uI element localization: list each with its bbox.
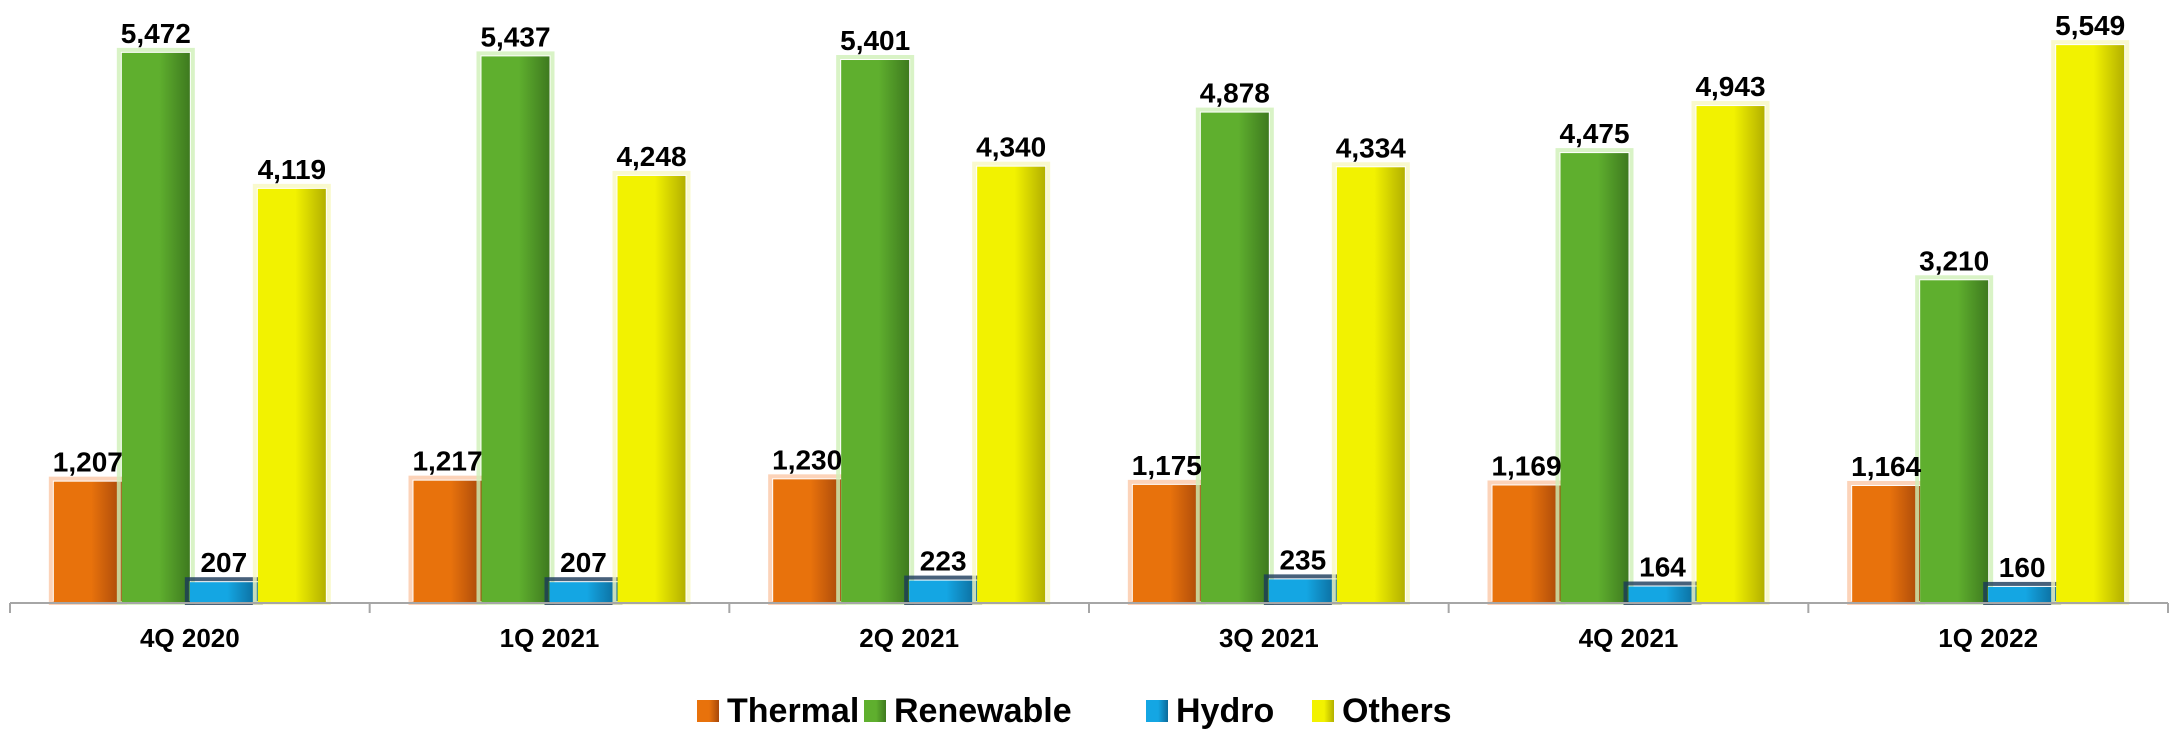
bar-renewable-1 (481, 56, 550, 603)
bar-hydro-2 (909, 580, 978, 603)
bar-hydro-5 (1988, 586, 2057, 603)
data-label-renewable-4: 4,475 (1559, 118, 1629, 149)
data-label-hydro-0: 207 (200, 547, 247, 578)
data-label-renewable-3: 4,878 (1200, 78, 1270, 109)
bar-hydro-3 (1268, 579, 1337, 603)
x-axis-ticks (9, 603, 2169, 613)
bar-renewable-4 (1560, 153, 1629, 604)
bar-hydro-1 (549, 582, 618, 603)
bar-renewable-5 (1920, 280, 1989, 603)
bars-group (48, 40, 2130, 606)
data-label-others-0: 4,119 (258, 154, 327, 185)
bar-hydro-0 (189, 582, 258, 603)
bar-thermal-1 (413, 480, 482, 603)
category-label-5: 1Q 2022 (1938, 623, 2038, 653)
data-label-hydro-5: 160 (1999, 552, 2046, 583)
bar-renewable-0 (121, 52, 190, 603)
data-label-renewable-2: 5,401 (840, 25, 910, 56)
bar-thermal-5 (1852, 485, 1921, 603)
data-label-hydro-4: 164 (1639, 552, 1686, 583)
category-label-1: 1Q 2021 (500, 623, 600, 653)
data-label-hydro-3: 235 (1279, 544, 1326, 575)
category-label-2: 2Q 2021 (859, 623, 959, 653)
bar-renewable-3 (1200, 112, 1269, 603)
bar-renewable-2 (841, 60, 910, 604)
data-label-others-4: 4,943 (1695, 71, 1765, 102)
data-label-renewable-0: 5,472 (121, 18, 191, 49)
value-labels-group: 1,207 5,472 207 4,119 1,217 5,437 207 4,248 1,23… (53, 10, 2125, 583)
legend-label-hydro: Hydro (1176, 692, 1274, 730)
legend-label-others: Others (1342, 692, 1452, 730)
bar-thermal-2 (773, 479, 842, 603)
bar-others-2 (977, 166, 1046, 604)
data-label-thermal-1: 1,217 (412, 446, 482, 477)
data-label-others-3: 4,334 (1336, 132, 1406, 163)
category-labels-group: 4Q 2020 1Q 2021 2Q 2021 3Q 2021 4Q 2021 1Q 20… (140, 623, 2038, 653)
legend-swatch-hydro (1146, 700, 1168, 722)
bar-thermal-4 (1492, 485, 1561, 603)
data-label-hydro-2: 223 (920, 546, 967, 577)
bar-others-5 (2056, 45, 2125, 604)
bar-hydro-4 (1628, 586, 1697, 603)
data-label-hydro-1: 207 (560, 547, 607, 578)
category-label-3: 3Q 2021 (1219, 623, 1319, 653)
bar-others-3 (1336, 167, 1405, 604)
legend: Thermal Renewable Hydro Others (697, 692, 1452, 730)
bar-thermal-0 (53, 481, 122, 603)
data-label-thermal-3: 1,175 (1132, 450, 1202, 481)
legend-swatch-others (1312, 700, 1334, 722)
legend-label-renewable: Renewable (894, 692, 1072, 730)
data-label-thermal-2: 1,230 (772, 444, 842, 475)
data-label-renewable-1: 5,437 (480, 21, 550, 52)
data-label-renewable-5: 3,210 (1919, 245, 1989, 276)
legend-label-thermal: Thermal (727, 692, 859, 730)
category-label-0: 4Q 2020 (140, 623, 240, 653)
bar-others-4 (1696, 106, 1765, 603)
legend-swatch-renewable (864, 700, 886, 722)
bar-others-1 (617, 175, 686, 603)
data-label-others-5: 5,549 (2055, 10, 2125, 41)
legend-swatch-thermal (697, 700, 719, 722)
category-label-4: 4Q 2021 (1579, 623, 1679, 653)
data-label-others-1: 4,248 (616, 141, 686, 172)
bar-thermal-3 (1132, 484, 1201, 603)
data-label-others-2: 4,340 (976, 132, 1046, 163)
data-label-thermal-5: 1,164 (1851, 451, 1921, 482)
bar-others-0 (257, 188, 326, 604)
data-label-thermal-4: 1,169 (1491, 450, 1561, 481)
data-label-thermal-0: 1,207 (53, 447, 123, 478)
